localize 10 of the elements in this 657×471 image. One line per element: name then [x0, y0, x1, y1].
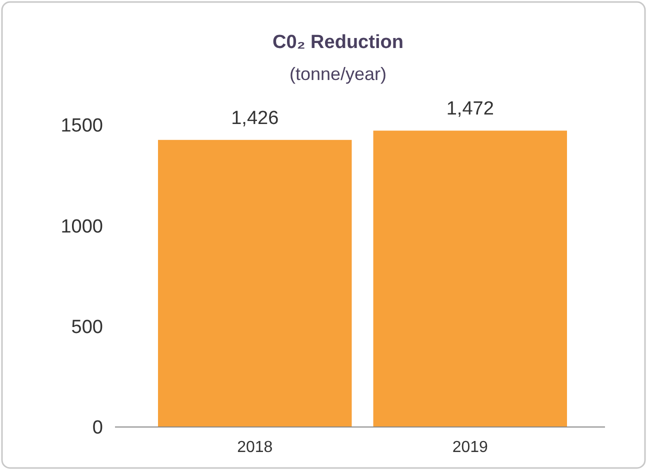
- y-tick-label: 1500: [60, 116, 103, 137]
- chart-subtitle: (tonne/year): [289, 64, 387, 84]
- x-tick-label: 2019: [452, 439, 488, 456]
- y-tick-label: 500: [71, 316, 103, 338]
- chart-title: C0₂ Reduction: [272, 32, 404, 53]
- x-tick-label: 2018: [237, 439, 273, 456]
- data-label: 1,472: [446, 98, 494, 120]
- y-tick-label: 0: [92, 418, 103, 439]
- data-label: 1,426: [231, 108, 279, 129]
- y-tick-label: 1000: [60, 216, 103, 238]
